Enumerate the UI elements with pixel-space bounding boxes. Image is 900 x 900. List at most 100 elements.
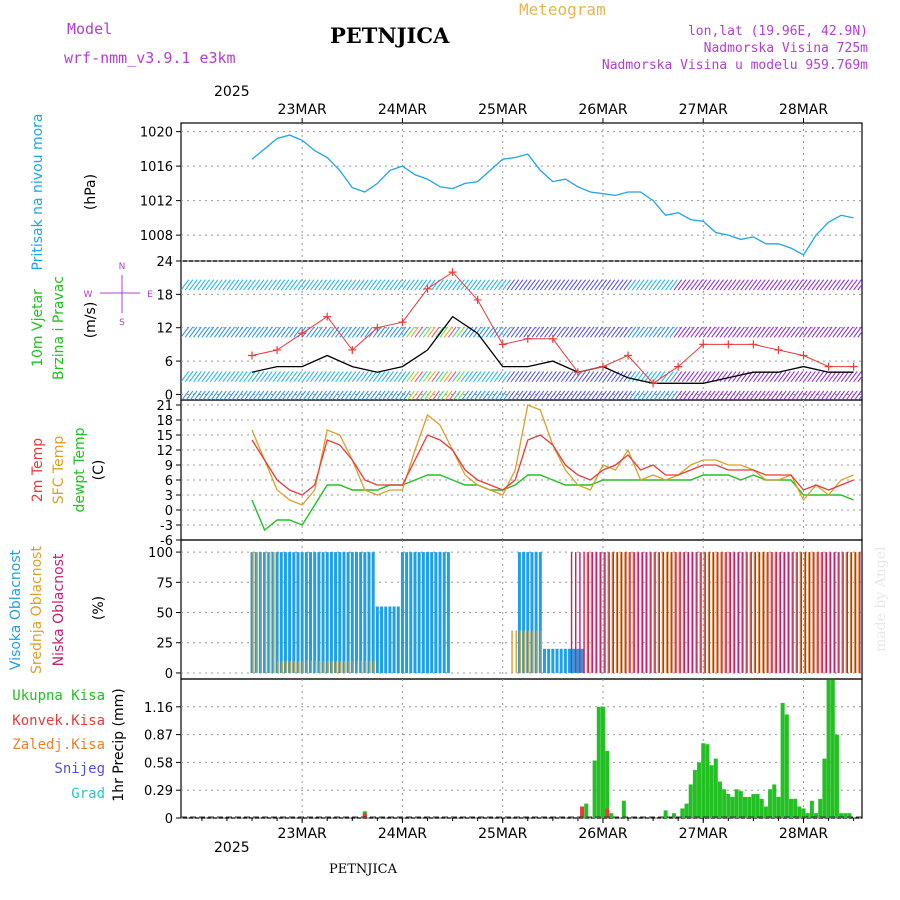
wind-barb	[318, 371, 327, 383]
wind-barb	[222, 279, 231, 291]
y-tick-label: 18	[156, 414, 173, 429]
wind-barb	[226, 371, 236, 383]
gust-marker	[573, 368, 582, 377]
wind-barb	[840, 371, 850, 383]
wind-barb	[381, 371, 390, 383]
wind-barb	[339, 279, 348, 291]
model-label: Model	[67, 20, 113, 38]
wind-barb	[255, 371, 265, 383]
wind-barb	[820, 390, 829, 400]
wind-barb	[489, 326, 499, 338]
wind-barb	[782, 279, 791, 291]
wind-barb	[376, 326, 386, 338]
x-tick-label-top: 26MAR	[578, 102, 627, 118]
wind-barb	[769, 371, 779, 383]
wind-barb	[690, 390, 699, 400]
elevation-label: Nadmorska Visina 725m	[703, 41, 868, 56]
precip-bar	[751, 794, 756, 818]
wind-barb	[181, 390, 190, 400]
wind-barb	[778, 326, 787, 338]
wind-barb	[335, 371, 344, 383]
wind-barb	[631, 326, 641, 338]
wind-barb	[527, 371, 536, 383]
wind-barb	[473, 326, 482, 338]
wind-barb	[548, 390, 557, 400]
wind-barb	[356, 390, 365, 400]
wind-barb	[744, 279, 754, 291]
precip-bar	[722, 789, 727, 818]
gust-marker	[849, 362, 858, 371]
wind-barb	[335, 279, 344, 291]
wind-barb	[210, 390, 219, 400]
wind-barb	[644, 279, 653, 291]
wind-barb	[364, 371, 373, 383]
wind-barb	[853, 371, 862, 383]
wind-barb	[373, 390, 382, 400]
wind-barb	[377, 390, 386, 400]
gust-marker	[523, 334, 532, 343]
wind-barb	[507, 390, 515, 400]
wind-barb	[197, 371, 206, 383]
wind-barb	[757, 371, 766, 383]
wind-barb	[652, 371, 662, 383]
wind-barb	[272, 326, 282, 338]
wind-barb	[539, 279, 549, 291]
wind-barb	[694, 279, 703, 291]
gust-marker	[649, 379, 658, 388]
wind-barb	[573, 279, 582, 291]
wind-barb	[251, 371, 261, 383]
gust-marker	[724, 340, 733, 349]
precip-bar	[743, 796, 748, 818]
precip-bar	[747, 796, 752, 818]
wind-barb	[695, 390, 703, 400]
wind-barb	[448, 390, 457, 400]
wind-barb	[644, 371, 653, 383]
wind-barb	[548, 371, 557, 383]
gust-marker	[248, 351, 257, 360]
wind-barb	[523, 371, 532, 383]
wind-barb	[564, 371, 574, 383]
wind-barb	[239, 390, 248, 400]
wind-barb	[665, 390, 674, 400]
wind-barb	[536, 390, 545, 400]
wind-barb	[234, 326, 244, 338]
wind-barb	[857, 375, 862, 383]
wind-barb	[181, 326, 190, 338]
wind-barb	[748, 371, 758, 383]
wind-barb	[390, 390, 398, 400]
wind-barb	[741, 390, 749, 400]
wind-barb	[331, 371, 340, 383]
wind-barb	[280, 279, 290, 291]
precip-bar	[592, 760, 597, 818]
precip-bar	[621, 800, 626, 818]
wind-barb	[640, 326, 649, 338]
wind-barb	[773, 371, 783, 383]
wind-barb	[694, 326, 703, 338]
wind-barb	[218, 326, 227, 338]
x-tick-label-bottom: 23MAR	[278, 826, 327, 842]
wind-barb	[690, 371, 699, 383]
wind-barb	[652, 279, 662, 291]
panel-frame-2	[180, 399, 863, 541]
wind-barb	[327, 390, 336, 400]
wind-barb	[711, 390, 720, 400]
wind-barb	[819, 371, 829, 383]
y-tick-label: 25	[156, 637, 173, 652]
wind-barb	[727, 279, 737, 291]
x-tick-label-top: 27MAR	[679, 102, 728, 118]
wind-barb	[631, 279, 641, 291]
wind-barb	[485, 326, 495, 338]
y-tick-label: 1016	[140, 160, 173, 175]
wind-barb	[418, 279, 428, 291]
wind-barb	[415, 390, 424, 400]
wind-barb	[360, 371, 369, 383]
wind-barb	[811, 326, 820, 338]
x-tick-label-top: 28MAR	[779, 102, 828, 118]
year-top: 2025	[214, 84, 250, 100]
wind-barb	[611, 390, 620, 400]
wind-barb	[485, 371, 495, 383]
wind-barb	[678, 390, 687, 400]
precip-bar	[738, 791, 743, 818]
wind-barb	[289, 390, 298, 400]
wind-barb	[736, 279, 745, 291]
